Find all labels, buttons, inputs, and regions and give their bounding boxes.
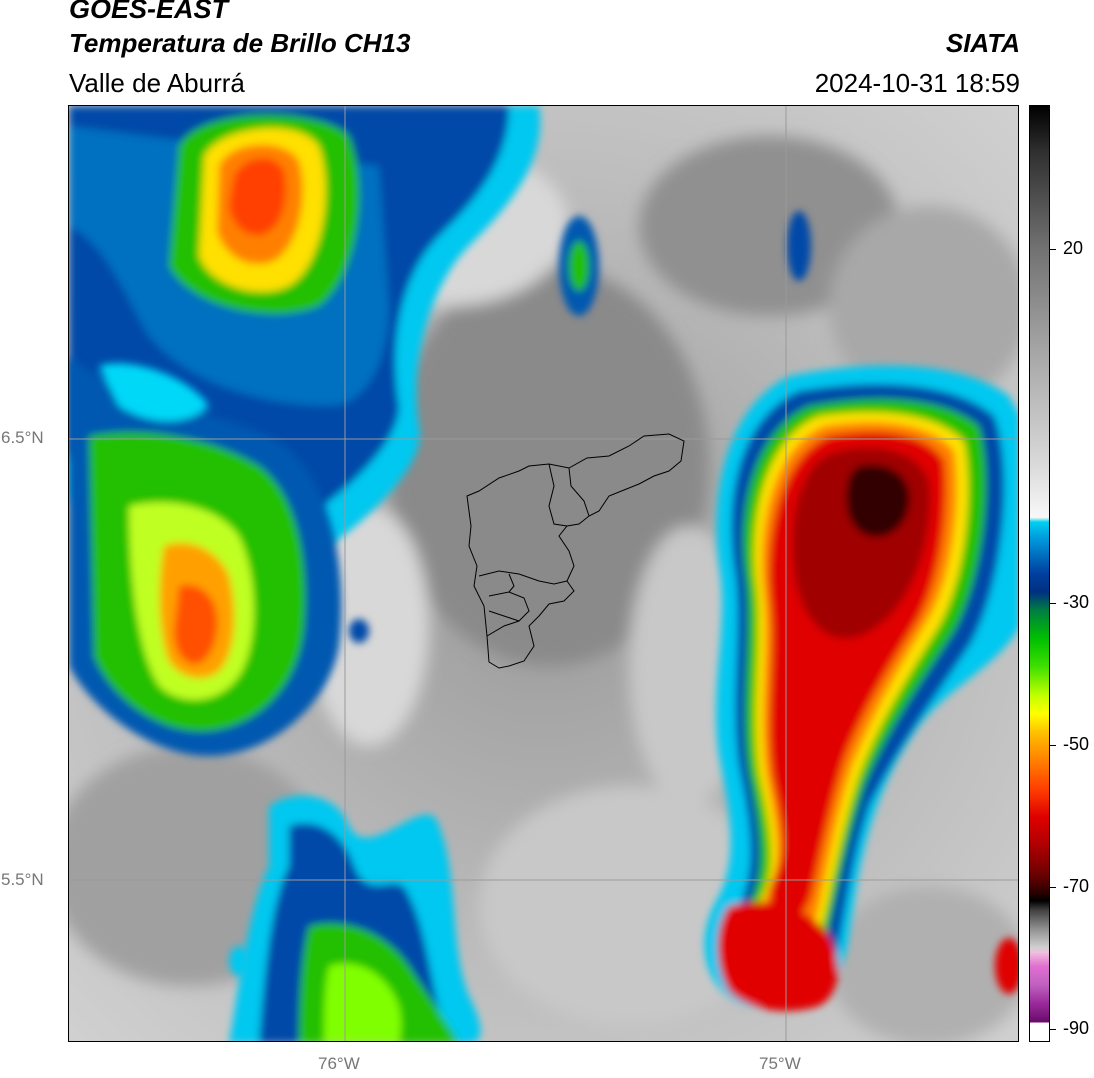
colorbar-tick xyxy=(1050,249,1056,250)
colorbar-tick xyxy=(1050,1029,1056,1030)
region-subtitle: Valle de Aburrá xyxy=(69,68,245,98)
colorbar-tick xyxy=(1050,887,1056,888)
map-canvas xyxy=(69,106,1018,1041)
municipality-borders xyxy=(466,433,685,669)
colorbar-label: -30 xyxy=(1063,592,1090,612)
colorbar-label: -70 xyxy=(1063,876,1090,896)
colorbar-label: -50 xyxy=(1063,734,1090,754)
product-title: Temperatura de Brillo CH13 xyxy=(69,28,411,58)
lat-label-5-5: 5.5°N xyxy=(1,870,44,889)
datetime-label: 2024-10-31 18:59 xyxy=(814,68,1020,98)
colorbar xyxy=(1029,105,1050,1042)
graticule xyxy=(69,106,1018,1041)
cloud-left-top xyxy=(69,106,541,559)
colorbar-label: 20 xyxy=(1063,238,1084,258)
satellite-title: GOES-EAST xyxy=(69,0,229,24)
agency-label: SIATA xyxy=(945,28,1020,58)
cloud-left-middle xyxy=(69,356,342,756)
lat-label-6-5: 6.5°N xyxy=(1,428,44,447)
satellite-map[interactable] xyxy=(68,105,1019,1042)
cloud-small-cells xyxy=(229,211,1018,994)
lon-label-76w: 76°W xyxy=(318,1054,360,1073)
cloud-right xyxy=(704,365,1018,1011)
colorbar-tick xyxy=(1050,603,1056,604)
lon-label-75w: 75°W xyxy=(759,1054,801,1073)
colorbar-tick xyxy=(1050,745,1056,746)
colorbar-label: -90 xyxy=(1063,1018,1090,1038)
cloud-left-bottom xyxy=(229,795,481,1041)
